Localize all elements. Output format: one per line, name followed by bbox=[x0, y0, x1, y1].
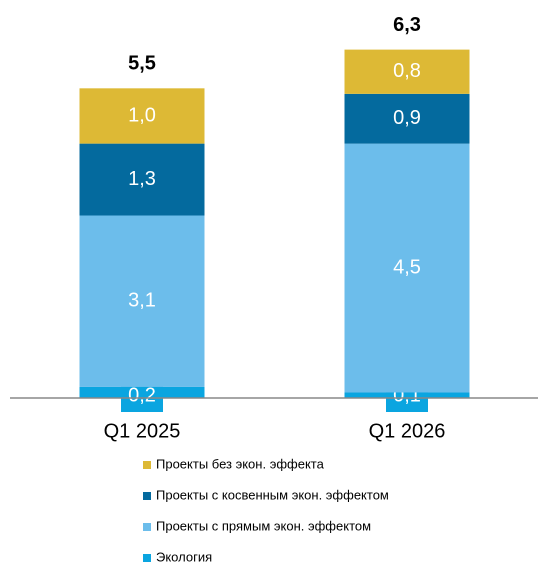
bar-segment bbox=[344, 143, 470, 393]
value-label: 3,1 bbox=[128, 290, 156, 312]
total-label: 5,5 bbox=[128, 53, 156, 75]
legend-swatch bbox=[143, 523, 151, 531]
bar-segment bbox=[79, 215, 205, 387]
value-label: 0,8 bbox=[393, 60, 421, 82]
x-tick-label: Q1 2025 bbox=[104, 420, 181, 442]
legend-label: Экология bbox=[156, 549, 212, 564]
legend-swatch bbox=[143, 554, 151, 562]
value-label: 1,0 bbox=[128, 104, 156, 126]
legend-label: Проекты без экон. эффекта bbox=[156, 456, 325, 471]
bar-segment bbox=[344, 93, 470, 144]
total-label: 6,3 bbox=[393, 14, 421, 36]
legend-swatch bbox=[143, 492, 151, 500]
bar-segment bbox=[344, 49, 470, 94]
value-label: 0,9 bbox=[393, 107, 421, 129]
bar-segment bbox=[79, 88, 205, 144]
bar-segment bbox=[79, 143, 205, 216]
legend-label: Проекты с прямым экон. эффектом bbox=[156, 518, 371, 533]
value-label: 0,2 bbox=[128, 384, 156, 406]
legend-label: Проекты с косвенным экон. эффектом bbox=[156, 487, 389, 502]
legend-swatch bbox=[143, 461, 151, 469]
value-label: 4,5 bbox=[393, 256, 421, 278]
value-label: 1,3 bbox=[128, 168, 156, 190]
x-tick-label: Q1 2026 bbox=[369, 420, 446, 442]
